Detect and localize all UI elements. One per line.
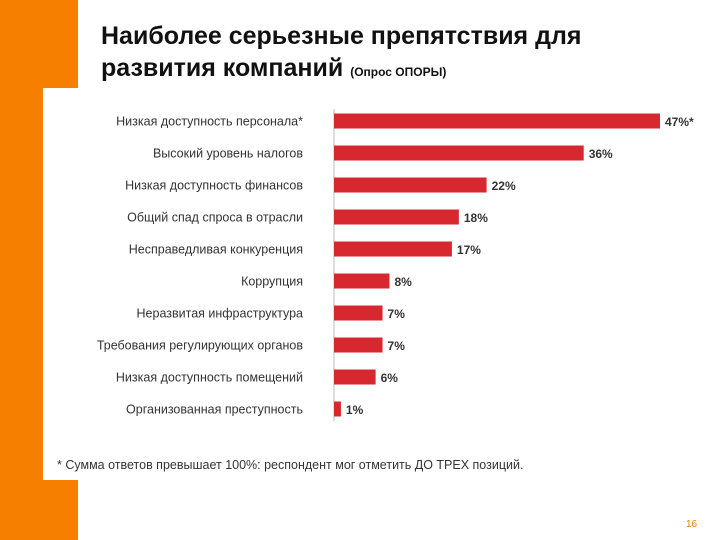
data-label: 17%	[457, 243, 481, 257]
category-label: Несправедливая конкуренция	[129, 243, 303, 257]
data-label: 22%	[492, 179, 516, 193]
category-label: Организованная преступность	[126, 403, 303, 417]
category-label: Коррупция	[241, 275, 303, 289]
data-label: 8%	[394, 275, 412, 289]
bar	[334, 145, 584, 161]
bar	[334, 241, 452, 257]
slide-title: Наиболее серьезные препятствия для разви…	[101, 20, 701, 88]
data-label: 7%	[388, 307, 406, 321]
chart-panel-inset	[43, 88, 78, 480]
category-label: Низкая доступность персонала*	[116, 115, 303, 129]
page-number: 16	[686, 519, 698, 530]
bar	[334, 113, 660, 129]
bar	[334, 209, 459, 225]
data-label: 7%	[388, 339, 406, 353]
data-label: 47%*	[665, 115, 694, 129]
bar	[334, 401, 341, 417]
bar	[334, 177, 487, 193]
slide-title-sub: (Опрос ОПОРЫ)	[350, 65, 447, 79]
bar	[334, 305, 383, 321]
data-label: 18%	[464, 211, 488, 225]
chart-footnote: * Сумма ответов превышает 100%: респонде…	[57, 458, 524, 472]
data-label: 6%	[381, 371, 399, 385]
data-label: 1%	[346, 403, 364, 417]
category-label: Высокий уровень налогов	[153, 147, 303, 161]
data-label: 36%	[589, 147, 613, 161]
category-label: Низкая доступность финансов	[125, 179, 303, 193]
category-label: Низкая доступность помещений	[116, 371, 303, 385]
bar	[334, 369, 376, 385]
bar	[334, 273, 390, 289]
category-label: Общий спад спроса в отрасли	[127, 211, 303, 225]
category-label: Неразвитая инфраструктура	[137, 307, 304, 321]
category-label: Требования регулирующих органов	[97, 339, 304, 353]
slide-title-main: Наиболее серьезные препятствия для разви…	[101, 22, 582, 82]
bar	[334, 337, 383, 353]
